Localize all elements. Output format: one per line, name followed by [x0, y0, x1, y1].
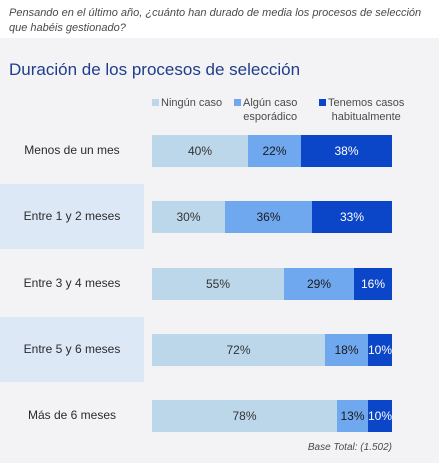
bar-segment: 10% — [368, 334, 392, 366]
bar-segment: 40% — [152, 135, 248, 167]
bar-segment: 33% — [312, 201, 392, 233]
bar-segment: 13% — [337, 400, 368, 432]
legend-label: Tenemos casos habitualmente — [328, 97, 405, 123]
legend-swatch — [152, 99, 159, 106]
legend-swatch — [234, 99, 241, 106]
legend-label: Algún caso esporádico — [243, 97, 298, 123]
bar-segment: 29% — [284, 268, 354, 300]
base-total-footnote: Base Total: (1.502) — [307, 442, 392, 453]
category-label: Entre 1 y 2 meses — [23, 209, 121, 223]
category-label: Entre 5 y 6 meses — [23, 342, 121, 356]
legend-swatch — [319, 99, 326, 106]
category-label: Más de 6 meses — [27, 408, 117, 422]
row-highlight-band — [0, 184, 144, 249]
category-label: Menos de un mes — [24, 143, 120, 157]
bar-segment: 10% — [368, 400, 392, 432]
chart-panel — [0, 38, 439, 463]
bar-segment: 22% — [248, 135, 301, 167]
bar-segment: 38% — [301, 135, 392, 167]
chart-title: Duración de los procesos de selección — [9, 60, 301, 79]
bar-segment: 55% — [152, 268, 284, 300]
bar-segment: 30% — [152, 201, 225, 233]
bar-segment: 18% — [325, 334, 368, 366]
bar-segment: 16% — [354, 268, 392, 300]
category-label: Entre 3 y 4 meses — [23, 276, 121, 290]
bar-segment: 72% — [152, 334, 325, 366]
survey-question: Pensando en el último año, ¿cuánto han d… — [0, 0, 439, 36]
legend-label: Ningún caso — [161, 97, 223, 109]
bar-segment: 36% — [225, 201, 312, 233]
bar-segment: 78% — [152, 400, 337, 432]
row-highlight-band — [0, 317, 144, 382]
